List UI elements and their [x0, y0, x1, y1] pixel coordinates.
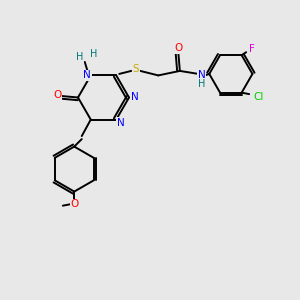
Text: H: H [198, 80, 206, 89]
Text: S: S [132, 64, 139, 74]
Text: F: F [249, 44, 255, 54]
Text: O: O [53, 89, 61, 100]
Text: O: O [70, 199, 78, 209]
Text: N: N [198, 70, 205, 80]
Text: N: N [117, 118, 124, 128]
Text: N: N [83, 70, 91, 80]
Text: H: H [76, 52, 83, 62]
Text: H: H [90, 50, 98, 59]
Text: O: O [174, 44, 182, 53]
Text: N: N [131, 92, 139, 103]
Text: Cl: Cl [253, 92, 263, 102]
